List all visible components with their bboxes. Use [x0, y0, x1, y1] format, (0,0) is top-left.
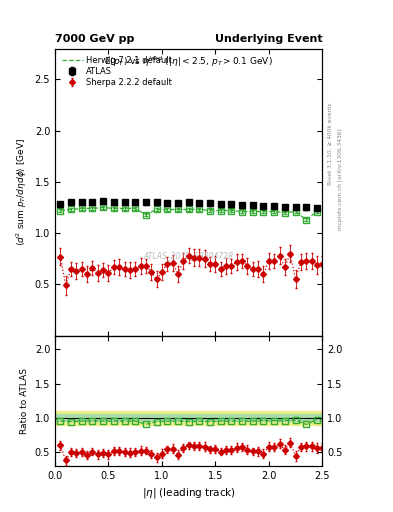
Y-axis label: Ratio to ATLAS: Ratio to ATLAS [20, 368, 29, 434]
Herwig 7.2.1 default [101, 204, 105, 210]
Herwig 7.2.1 default [208, 207, 212, 214]
Text: Underlying Event: Underlying Event [215, 34, 322, 45]
Herwig 7.2.1 default [229, 207, 234, 214]
Text: mcplots.cern.ch [arXiv:1306.3436]: mcplots.cern.ch [arXiv:1306.3436] [338, 129, 343, 230]
Herwig 7.2.1 default [250, 208, 255, 215]
Herwig 7.2.1 default [219, 207, 223, 214]
Herwig 7.2.1 default [165, 206, 170, 212]
Herwig 7.2.1 default [90, 205, 95, 211]
Herwig 7.2.1 default [283, 209, 287, 216]
Herwig 7.2.1 default [197, 206, 202, 212]
Herwig 7.2.1 default [186, 206, 191, 212]
Herwig 7.2.1 default [314, 208, 319, 215]
Herwig 7.2.1 default [176, 206, 180, 212]
Legend: Herwig 7.2.1 default, ATLAS, Sherpa 2.2.2 default: Herwig 7.2.1 default, ATLAS, Sherpa 2.2.… [61, 54, 174, 89]
Herwig 7.2.1 default [122, 205, 127, 211]
Herwig 7.2.1 default [69, 206, 73, 212]
Herwig 7.2.1 default [143, 211, 148, 218]
Herwig 7.2.1 default [154, 206, 159, 212]
Bar [55, 411, 322, 425]
Herwig 7.2.1 default [240, 208, 244, 215]
Herwig 7.2.1 default [261, 208, 266, 215]
Herwig 7.2.1 default [293, 208, 298, 215]
Line: Herwig 7.2.1 default: Herwig 7.2.1 default [61, 207, 317, 220]
Text: Rivet 3.1.10, ≥ 400k events: Rivet 3.1.10, ≥ 400k events [328, 102, 333, 185]
Text: $\Sigma(p_T)$ vs $\eta^{lead}$ ($|\eta| < 2.5$, $p_T > 0.1$ GeV): $\Sigma(p_T)$ vs $\eta^{lead}$ ($|\eta| … [104, 54, 273, 69]
X-axis label: $|\eta|$ (leading track): $|\eta|$ (leading track) [141, 486, 236, 500]
Text: ATLAS_2010_S8894728: ATLAS_2010_S8894728 [143, 251, 234, 260]
Text: 7000 GeV pp: 7000 GeV pp [55, 34, 134, 45]
Herwig 7.2.1 default [133, 205, 138, 211]
Herwig 7.2.1 default [79, 205, 84, 211]
Herwig 7.2.1 default [58, 207, 63, 214]
Herwig 7.2.1 default [304, 217, 309, 223]
Herwig 7.2.1 default [112, 205, 116, 211]
Bar [55, 414, 322, 421]
Herwig 7.2.1 default [272, 208, 277, 215]
Y-axis label: $\langle d^2$ sum $p_T/d\eta d\phi\rangle$ [GeV]: $\langle d^2$ sum $p_T/d\eta d\phi\rangl… [15, 138, 29, 246]
